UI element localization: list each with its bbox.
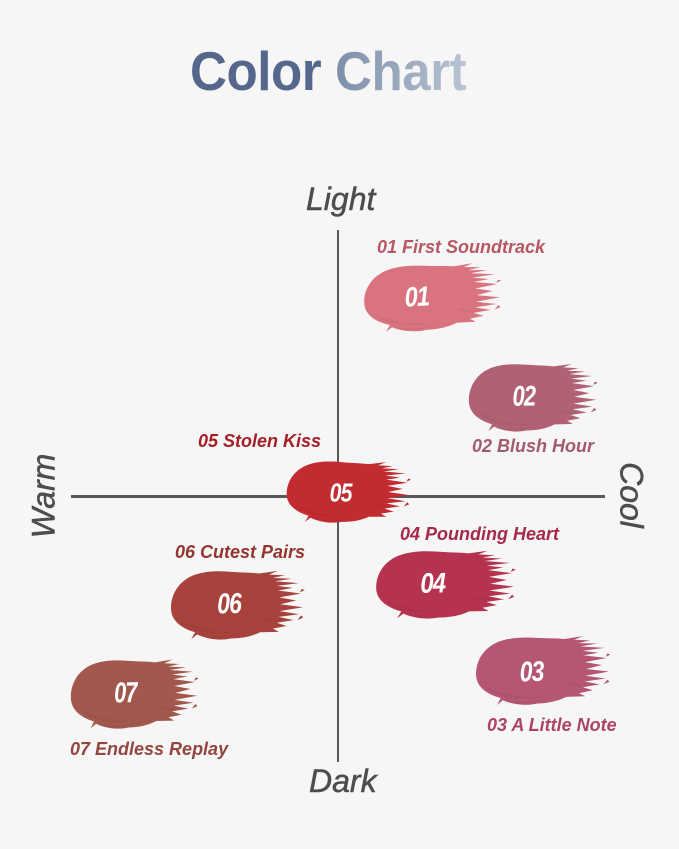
svg-text:04: 04 [420, 566, 446, 599]
svg-text:05: 05 [330, 479, 353, 508]
svg-text:07: 07 [114, 676, 139, 709]
svg-text:01: 01 [404, 280, 430, 313]
svg-text:03: 03 [519, 655, 545, 688]
svg-text:06: 06 [217, 587, 243, 620]
svg-text:02: 02 [512, 379, 537, 412]
